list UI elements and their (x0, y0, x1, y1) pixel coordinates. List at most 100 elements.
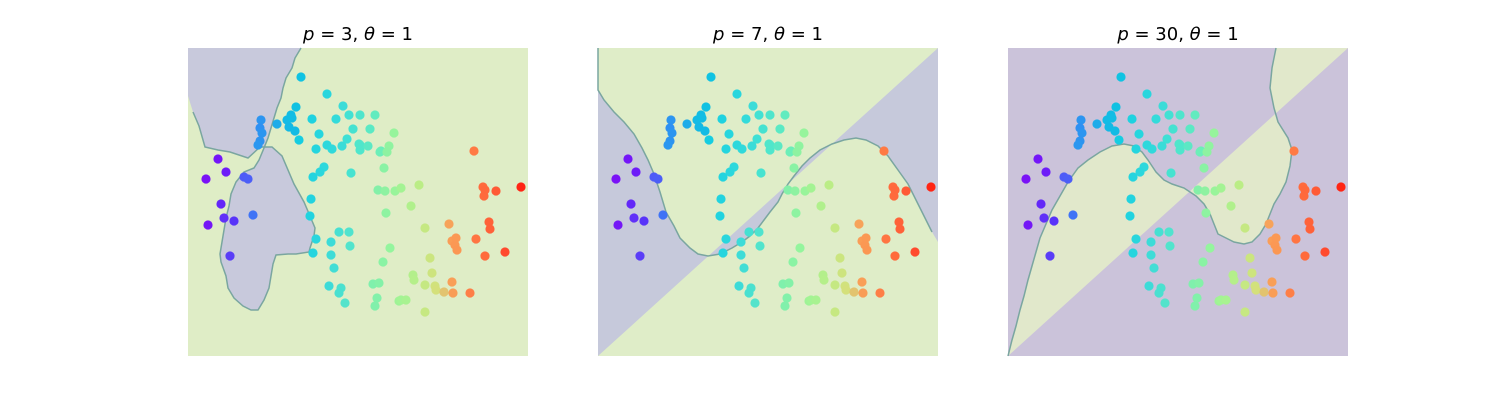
data-point (754, 227, 764, 237)
data-point (721, 234, 731, 244)
data-point (396, 183, 406, 193)
data-point (783, 185, 793, 195)
data-point (890, 251, 900, 261)
data-point (385, 243, 395, 253)
data-point (741, 114, 751, 124)
data-point (663, 140, 673, 150)
data-point (1125, 211, 1135, 221)
data-point (447, 277, 457, 287)
data-point (910, 247, 920, 257)
data-point (835, 253, 845, 263)
data-point (379, 163, 389, 173)
data-point (890, 185, 900, 195)
data-point (1289, 146, 1299, 156)
data-point (480, 251, 490, 261)
data-point (257, 128, 267, 138)
data-point (1259, 287, 1269, 297)
data-point (718, 172, 728, 182)
data-point (334, 227, 344, 237)
data-point (1200, 186, 1210, 196)
data-point (291, 102, 301, 112)
data-point (340, 298, 350, 308)
data-point (373, 185, 383, 195)
data-point (1201, 208, 1211, 218)
data-point (764, 139, 774, 149)
data-point (875, 288, 885, 298)
data-point (1149, 263, 1159, 273)
data-point (1041, 167, 1051, 177)
data-point (409, 275, 419, 285)
data-point (697, 113, 707, 123)
data-point (824, 180, 834, 190)
data-point (725, 167, 735, 177)
data-point (752, 134, 762, 144)
data-point (629, 213, 639, 223)
data-point (1164, 227, 1174, 237)
data-point (1264, 219, 1274, 229)
data-point (1271, 233, 1281, 243)
data-point (1251, 285, 1261, 295)
data-point (322, 89, 332, 99)
data-point (1194, 278, 1204, 288)
data-point (1198, 257, 1208, 267)
data-point (329, 263, 339, 273)
data-point (1240, 223, 1250, 233)
data-point (613, 220, 623, 230)
data-point (427, 268, 437, 278)
data-point (201, 174, 211, 184)
data-point (658, 210, 668, 220)
data-point (775, 124, 785, 134)
data-point (1154, 288, 1164, 298)
data-point (1128, 172, 1138, 182)
data-point (401, 295, 411, 305)
data-point (1151, 114, 1161, 124)
data-point (816, 201, 826, 211)
data-point (1185, 124, 1195, 134)
data-point (881, 234, 891, 244)
data-point (491, 186, 501, 196)
data-point (324, 281, 334, 291)
data-point (666, 115, 676, 125)
data-point (229, 216, 239, 226)
data-point (219, 213, 229, 223)
data-point (469, 146, 479, 156)
data-point (1226, 201, 1236, 211)
data-point (795, 243, 805, 253)
data-point (1021, 174, 1031, 184)
data-point (480, 185, 490, 195)
data-point (682, 119, 692, 129)
data-point (225, 251, 235, 261)
data-point (500, 247, 510, 257)
data-point (451, 233, 461, 243)
data-point (716, 194, 726, 204)
data-point (1128, 248, 1138, 258)
data-point (374, 278, 384, 288)
data-point (344, 110, 354, 120)
data-point (420, 223, 430, 233)
data-point (1240, 307, 1250, 317)
data-point (744, 227, 754, 237)
data-point (901, 186, 911, 196)
decision-region-class-b (1008, 48, 1348, 356)
data-point (1135, 167, 1145, 177)
data-point (305, 211, 315, 221)
data-point (715, 211, 725, 221)
data-point (1063, 174, 1073, 184)
data-point (326, 237, 336, 247)
data-point (1116, 72, 1126, 82)
data-point (1146, 237, 1156, 247)
data-point (1076, 115, 1086, 125)
data-point (1216, 183, 1226, 193)
data-point (861, 233, 871, 243)
data-point (747, 141, 757, 151)
data-point (736, 250, 746, 260)
data-point (1199, 163, 1209, 173)
data-point (611, 174, 621, 184)
data-point (717, 114, 727, 124)
data-point (1209, 128, 1219, 138)
data-point (721, 144, 731, 154)
data-point (758, 124, 768, 134)
data-point (372, 293, 382, 303)
data-point (626, 199, 636, 209)
data-point (830, 280, 840, 290)
